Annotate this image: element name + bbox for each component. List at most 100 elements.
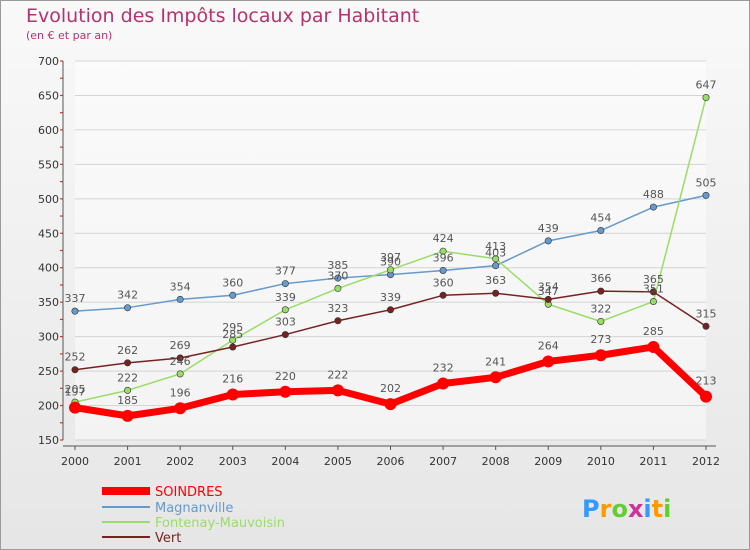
data-label: 385 (327, 259, 348, 272)
legend-label: Vert (155, 531, 181, 546)
data-label: 342 (117, 289, 138, 302)
data-point (439, 266, 447, 274)
data-label: 262 (117, 344, 138, 357)
y-tick-label: 500 (38, 193, 59, 206)
x-tick-label: 2010 (587, 455, 615, 468)
logo-letter: i (663, 495, 671, 523)
data-label: 323 (327, 302, 348, 315)
data-point (174, 402, 187, 415)
logo-letter: P (582, 495, 600, 523)
data-label: 246 (170, 355, 191, 368)
data-point (702, 94, 710, 102)
data-point (649, 203, 657, 211)
y-tick-label: 250 (38, 365, 59, 378)
data-point (437, 377, 450, 390)
data-point (702, 191, 710, 199)
data-point (702, 322, 710, 330)
data-point (176, 354, 184, 362)
data-label: 403 (485, 247, 506, 260)
data-point (492, 262, 500, 270)
data-point (334, 284, 342, 292)
data-point (331, 384, 344, 397)
data-point (544, 237, 552, 245)
data-point (226, 388, 239, 401)
x-tick-label: 2004 (271, 455, 299, 468)
data-label: 273 (590, 333, 611, 346)
data-point (69, 401, 81, 414)
x-tick-label: 2009 (534, 455, 562, 468)
legend-label: Magnanville (155, 501, 233, 516)
data-point (492, 289, 500, 297)
data-label: 222 (327, 368, 348, 381)
data-label: 285 (643, 325, 664, 338)
data-label: 347 (538, 285, 559, 298)
data-point (597, 287, 605, 295)
x-tick-label: 2001 (114, 455, 142, 468)
data-label: 351 (643, 282, 664, 295)
data-label: 322 (590, 302, 611, 315)
data-label: 505 (696, 176, 717, 189)
logo-letter: x (628, 495, 644, 523)
y-tick-label: 700 (38, 55, 59, 68)
data-point (71, 307, 79, 315)
logo-letter: t (652, 495, 663, 523)
data-point (124, 304, 132, 312)
data-label: 363 (485, 274, 506, 287)
data-point (229, 291, 237, 299)
data-point (439, 247, 447, 255)
data-point (279, 385, 292, 398)
data-label: 220 (275, 370, 296, 383)
data-label: 424 (433, 232, 454, 245)
data-label: 370 (327, 269, 348, 282)
data-point (384, 398, 397, 411)
data-label: 339 (275, 291, 296, 304)
x-tick-label: 2008 (482, 455, 510, 468)
y-tick-label: 400 (38, 262, 59, 275)
x-tick-label: 2003 (219, 455, 247, 468)
data-point (281, 306, 289, 314)
data-label: 213 (696, 375, 717, 388)
logo-letter: o (611, 495, 628, 523)
data-point (229, 343, 237, 351)
x-tick-label: 2005 (324, 455, 352, 468)
y-tick-label: 300 (38, 331, 59, 344)
chart-subtitle: (en € et par an) (26, 29, 112, 42)
data-point (649, 297, 657, 305)
legend-label: SOINDRES (155, 485, 223, 500)
data-labels: 337 342 354 360 377 385 390 396 403 439 454 488 505 2… (65, 79, 717, 407)
data-point (71, 366, 79, 374)
data-point (700, 390, 712, 403)
data-label: 377 (275, 265, 296, 278)
data-label: 205 (65, 383, 86, 396)
data-point (439, 291, 447, 299)
y-tick-label: 600 (38, 124, 59, 137)
data-point (334, 274, 342, 282)
x-tick-label: 2006 (377, 455, 405, 468)
data-label: 202 (380, 382, 401, 395)
data-label: 354 (170, 280, 191, 293)
data-label: 241 (485, 355, 506, 368)
data-point (544, 295, 552, 303)
logo-letter: r (600, 495, 612, 523)
axes: 150 200 250 300 350 400 450 500 550 600 650 700 2000… (38, 55, 720, 468)
data-point (597, 317, 605, 325)
data-point (597, 227, 605, 235)
data-label: 439 (538, 222, 559, 235)
data-point (124, 359, 132, 367)
data-label: 366 (590, 272, 611, 285)
data-point (647, 340, 660, 353)
data-point (542, 355, 555, 368)
data-label: 360 (222, 276, 243, 289)
data-label: 232 (433, 361, 454, 374)
data-point (649, 288, 657, 296)
data-label: 647 (696, 79, 717, 92)
logo-text: Proxiti (582, 495, 671, 523)
x-tick-label: 2002 (166, 455, 194, 468)
data-point (176, 370, 184, 378)
data-label: 197 (65, 386, 86, 399)
data-label: 185 (117, 394, 138, 407)
x-tick-label: 2000 (61, 455, 89, 468)
data-label: 454 (590, 212, 611, 225)
data-point (594, 349, 607, 362)
data-point (386, 266, 394, 274)
